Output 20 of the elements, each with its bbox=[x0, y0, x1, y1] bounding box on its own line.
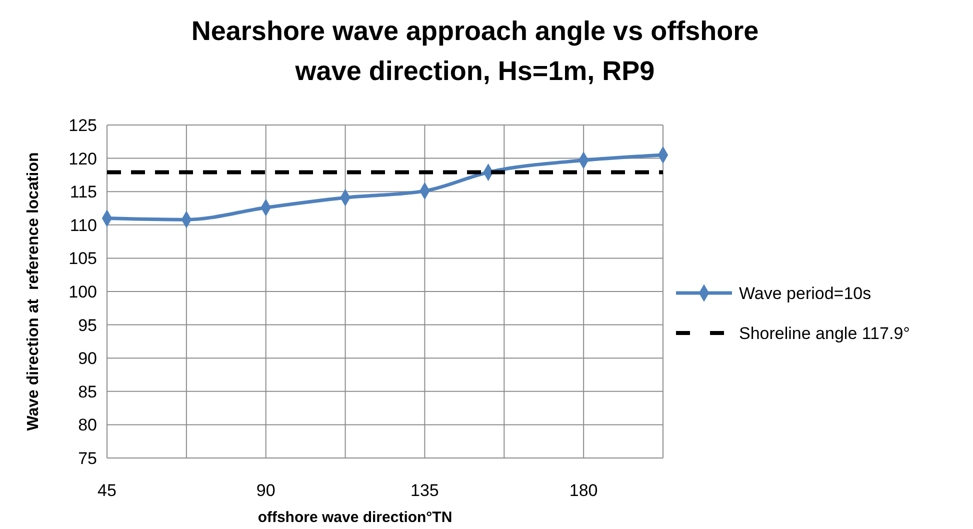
y-tick-label: 85 bbox=[78, 382, 97, 402]
y-tick-label: 115 bbox=[70, 182, 97, 202]
chart-title: Nearshore wave approach angle vs offshore wave direction, Hs=1m, RP9 bbox=[191, 16, 759, 86]
y-axis-title: Wave direction at reference location bbox=[25, 152, 42, 431]
x-axis-title: offshore wave direction°TN bbox=[258, 509, 452, 526]
y-tick-label: 80 bbox=[78, 416, 97, 435]
legend-label: Wave period=10s bbox=[739, 284, 872, 303]
y-tick-label: 125 bbox=[68, 116, 97, 135]
x-tick-label: 90 bbox=[256, 481, 276, 500]
y-tick-label: 90 bbox=[78, 349, 97, 368]
y-tick-label: 110 bbox=[70, 216, 97, 235]
x-tick-label: 180 bbox=[569, 481, 598, 500]
legend-label: Shoreline angle 117.9° bbox=[739, 324, 910, 343]
x-tick-label: 135 bbox=[410, 481, 439, 500]
y-tick-label: 75 bbox=[78, 449, 97, 468]
x-tick-label: 45 bbox=[98, 481, 116, 500]
y-tick-label: 100 bbox=[68, 282, 97, 302]
y-tick-label: 95 bbox=[78, 316, 97, 335]
y-tick-label: 105 bbox=[68, 249, 97, 268]
y-tick-label: 120 bbox=[68, 149, 97, 168]
